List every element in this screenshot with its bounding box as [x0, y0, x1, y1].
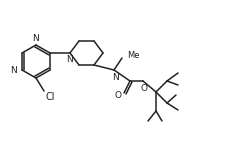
Text: N: N: [32, 34, 38, 43]
Text: N: N: [112, 73, 118, 82]
Text: O: O: [115, 91, 122, 99]
Text: N: N: [10, 65, 17, 75]
Text: Me: Me: [127, 50, 140, 60]
Text: Cl: Cl: [45, 92, 55, 102]
Text: O: O: [141, 84, 147, 93]
Text: N: N: [66, 54, 72, 63]
